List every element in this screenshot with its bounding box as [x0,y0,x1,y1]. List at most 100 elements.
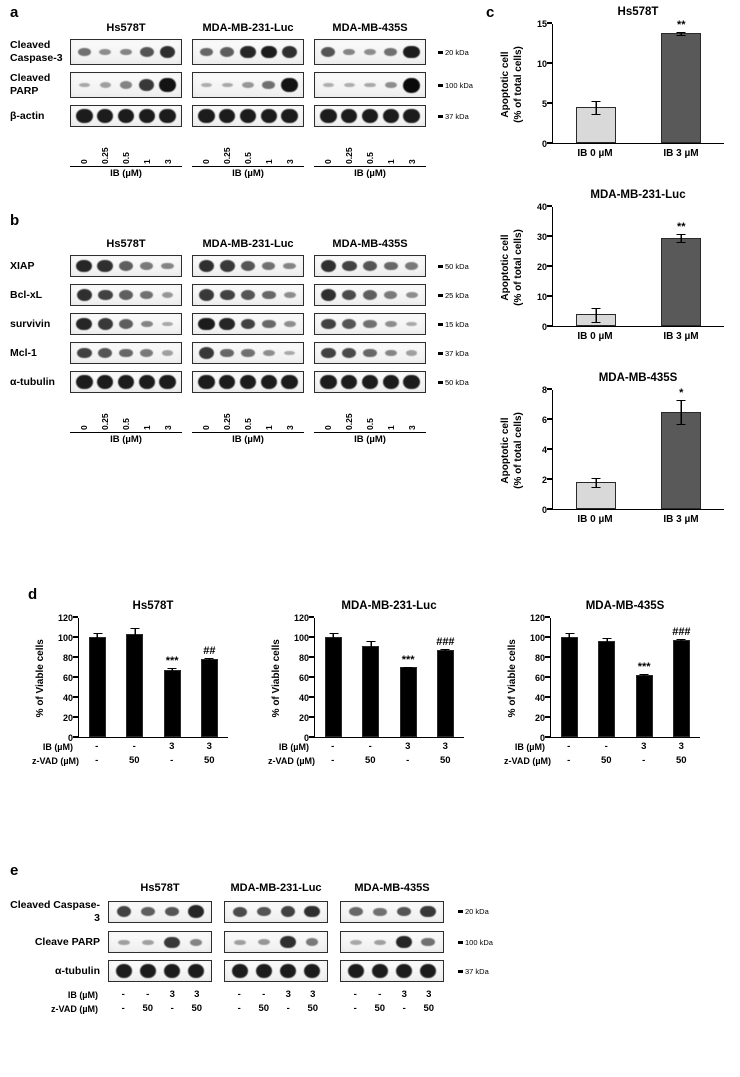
blot-lane [157,109,178,123]
dose-value: 1 [142,159,153,164]
protein-label-line: α-tubulin [10,375,55,388]
kda-marker: 25 kDa [438,291,469,300]
protein-band [284,350,296,356]
y-tick-label: 60 [534,673,545,683]
blot-lane [300,964,324,979]
blot-lane [300,905,324,918]
protein-label: Bcl-xL [10,289,70,302]
panel-b-letter: b [10,212,20,229]
protein-band [119,348,133,358]
blot-lane [136,262,157,270]
treatment-value: 3 [442,741,448,752]
marker-tick-icon [438,322,443,326]
y-axis-title: % of Viable cells [268,618,286,738]
protein-label-line: Bcl-xL [10,288,43,301]
treatment-values: - - 3 3 [314,741,464,752]
y-axis-title-text: Apoptotic cell (% of total cells) [500,46,525,123]
bar [575,477,616,509]
y-tick-label: 120 [57,613,73,623]
bar-slot: ** [639,19,725,143]
y-tick-label: 100 [293,633,309,643]
blot-row: XIAP 50 kDa [10,255,470,277]
blot-image [70,72,182,98]
marker-value: 100 kDa [465,937,493,947]
blot-lane [228,906,252,917]
cell-line-name: MDA-MB-435S [332,238,408,250]
blot-lane [258,109,279,123]
treatment-name: IB (µM) [67,989,98,1000]
panel-e: e Hs578T MDA-MB-231-Luc MDA-MB-435S Cleaved… [10,862,493,1015]
marker-value: 20 kDa [445,47,469,57]
protein-band [405,262,418,270]
bar [362,641,380,737]
panel-c: c Hs578T Apoptotic cell (% of total cells)… [486,4,740,525]
protein-band [343,82,355,88]
blot-lane [217,47,238,57]
blot-lane [392,936,416,949]
y-tick [547,295,552,297]
protein-band [198,109,215,123]
treatment-value: 50 [675,755,687,766]
treatment-value: - [331,741,335,752]
kda-marker: 50 kDa [438,378,469,387]
y-tick [547,508,552,510]
panel-a-blots: Hs578T MDA-MB-231-Luc MDA-MB-435S Cleaved Ca… [10,4,473,179]
treatment-value: 50 [423,1003,435,1015]
axis-spacer [10,432,70,445]
blot-lane [217,289,238,301]
chart-title: Hs578T [617,6,659,18]
treatment-value: - [378,989,382,1001]
blot-lane [258,290,279,300]
protein-label: survivin [10,318,70,331]
protein-band [421,938,435,947]
y-tick [547,205,552,207]
treatment-value: 3 [405,741,411,752]
dose-value: 0 [322,159,333,164]
protein-band [76,109,93,123]
blot-lane [136,964,160,979]
protein-band [341,260,357,272]
protein-label: α-tubulin [10,965,108,978]
chart-body: % of Viable cells 0 20 40 60 80 100 120 *** ## [32,613,228,743]
dose-value: 0.5 [243,418,253,430]
protein-band [262,290,276,300]
x-category-label: IB 3 µM [663,331,699,342]
y-tick-label: 20 [536,262,547,272]
blot-image [340,900,444,923]
dose-labels: 0 0.25 0.5 1 3 [314,400,426,430]
protein-label-line: PARP [10,85,39,97]
protein-band [373,907,387,916]
blot-lane [157,262,178,270]
blot-lane [318,260,339,272]
protein-band [188,905,204,918]
y-tick-label: 80 [62,653,73,663]
y-tick-label: 30 [536,232,547,242]
protein-band [234,939,246,945]
treatment-value: 50 [142,1003,154,1015]
bar-chart-d-4: MDA-MB-231-Luc % of Viable cells 0 20 40 60 80… [268,600,464,766]
blot-lane [380,261,401,271]
marker-tick-icon [438,264,443,268]
x-category-label: IB 3 µM [663,148,699,159]
treatment-value: - [402,1003,406,1015]
blot-lane [116,81,137,89]
significance-marker: *** [637,661,651,673]
protein-band [384,291,398,299]
plot-area: *** ## [73,616,228,738]
blot-lane [136,320,157,328]
bar-slot [116,628,153,737]
error-bar [204,658,214,662]
marker-tick-icon [458,910,463,914]
x-category-row: IB 0 µM IB 3 µM [552,148,724,159]
blot-lane [74,82,95,88]
dose-value: 1 [142,425,153,430]
dose-value: 0.25 [221,147,232,164]
blot-row: β-actin 37 kDa [10,105,470,127]
protein-label: Cleaved Caspase-3 [10,899,108,924]
blot-image [108,900,212,923]
blot-lane [258,262,279,270]
dose-value: 0.5 [365,418,375,430]
significance-marker: ** [676,19,686,32]
error-bar [440,649,450,653]
blot-lane [157,350,178,356]
